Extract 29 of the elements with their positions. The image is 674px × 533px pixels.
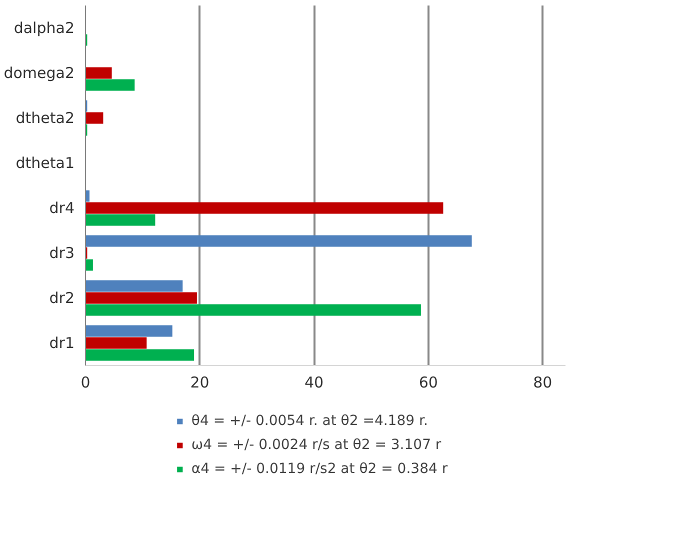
y-tick-label: dr4 bbox=[49, 199, 74, 217]
y-tick-label: dr2 bbox=[49, 289, 74, 307]
x-tick-label: 40 bbox=[304, 374, 324, 392]
x-tick-label: 0 bbox=[80, 374, 90, 392]
bar bbox=[86, 79, 135, 91]
bar bbox=[86, 112, 104, 124]
bar bbox=[86, 337, 147, 349]
legend-label: ω4 = +/- 0.0024 r/s at θ2 = 3.107 r bbox=[191, 437, 442, 453]
y-tick-label: dr3 bbox=[49, 244, 74, 262]
legend-label: α4 = +/- 0.0119 r/s2 at θ2 = 0.384 r bbox=[191, 461, 448, 477]
bar bbox=[86, 292, 197, 304]
bar bbox=[86, 259, 93, 271]
y-tick-label: dtheta1 bbox=[16, 154, 75, 172]
bar bbox=[86, 304, 421, 316]
y-tick-label: dalpha2 bbox=[14, 19, 75, 37]
bar bbox=[86, 67, 112, 79]
bar bbox=[86, 235, 472, 247]
bar bbox=[86, 202, 444, 214]
legend-label: θ4 = +/- 0.0054 r. at θ2 =4.189 r. bbox=[191, 413, 428, 429]
bar bbox=[86, 214, 156, 226]
x-tick-label: 80 bbox=[533, 374, 552, 392]
x-tick-label: 60 bbox=[418, 374, 438, 392]
y-tick-label: dr1 bbox=[49, 334, 74, 352]
y-tick-label: dtheta2 bbox=[16, 109, 75, 127]
y-tick-label: domega2 bbox=[4, 64, 74, 82]
x-tick-label: 20 bbox=[190, 374, 210, 392]
bar bbox=[86, 280, 183, 292]
bar bbox=[86, 349, 194, 361]
bar bbox=[86, 325, 172, 337]
